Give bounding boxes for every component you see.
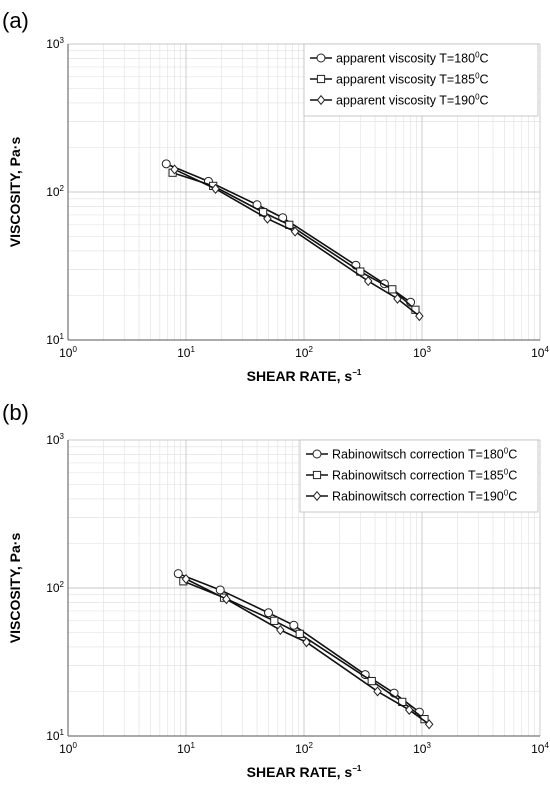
legend: apparent viscosity T=1800C apparent visco… <box>303 43 539 117</box>
data-point <box>263 608 273 618</box>
series-diamond <box>181 573 434 730</box>
legend-label: Rabinowitsch correction T=1850C <box>332 468 517 483</box>
data-point <box>373 686 382 697</box>
data-point <box>363 276 373 287</box>
x-tick-label: 100 <box>59 345 77 360</box>
data-point <box>215 585 225 595</box>
series-line <box>172 171 416 311</box>
data-point <box>290 226 300 237</box>
series-square <box>168 168 420 314</box>
data-point <box>289 620 299 630</box>
data-point <box>388 285 397 294</box>
y-tick-label: 101 <box>46 728 64 743</box>
series-circle <box>161 159 416 307</box>
data-point <box>161 159 171 169</box>
data-point <box>173 569 183 579</box>
data-point <box>415 311 424 322</box>
x-tick-label: 100 <box>59 741 77 756</box>
data-point <box>276 624 285 636</box>
data-point <box>405 704 414 716</box>
legend-marker-circle <box>312 449 322 459</box>
data-point <box>393 293 402 304</box>
legend-label: Rabinowitsch correction T=1800C <box>332 447 517 462</box>
data-point <box>181 573 191 585</box>
y-axis-title: VISCOSITY, Pa·s <box>7 137 23 248</box>
data-point <box>424 719 434 730</box>
data-point <box>270 616 279 625</box>
data-point <box>211 183 220 194</box>
data-point <box>295 629 304 638</box>
x-axis-title: SHEAR RATE, s−1 <box>247 368 362 384</box>
x-tick-label: 102 <box>295 345 313 360</box>
data-point <box>367 676 376 686</box>
series-line <box>165 163 412 303</box>
y-axis-title: VISCOSITY, Pa·s <box>7 533 23 644</box>
legend-marker-square <box>316 74 326 84</box>
legend-marker-square <box>312 470 322 480</box>
x-tick-label: 101 <box>177 345 195 360</box>
x-tick-label: 102 <box>295 741 313 756</box>
data-point <box>263 213 272 224</box>
y-tick-label: 103 <box>46 36 64 51</box>
legend-label: apparent viscosity T=1850C <box>336 72 489 87</box>
legend-marker-circle <box>316 53 326 63</box>
panel-label: (b) <box>2 400 29 425</box>
legend-marker-diamond <box>312 490 322 502</box>
legend-marker-diamond <box>316 94 326 106</box>
x-tick-label: 104 <box>531 741 549 756</box>
x-tick-label: 104 <box>531 345 549 360</box>
series-line <box>174 168 420 317</box>
y-tick-label: 103 <box>46 432 64 447</box>
legend-label: apparent viscosity T=1800C <box>336 51 489 66</box>
legend-label: Rabinowitsch correction T=1900C <box>332 489 517 504</box>
series-diamond <box>170 164 424 322</box>
y-tick-label: 102 <box>46 580 64 595</box>
legend-box <box>299 439 539 513</box>
legend-label: apparent viscosity T=1900C <box>336 93 489 108</box>
data-point <box>302 637 311 648</box>
legend-box <box>303 43 539 117</box>
x-tick-label: 103 <box>413 345 431 360</box>
y-tick-label: 102 <box>46 184 64 199</box>
x-axis-title: SHEAR RATE, s−1 <box>247 764 362 780</box>
x-tick-label: 103 <box>413 741 431 756</box>
y-tick-label: 101 <box>46 332 64 347</box>
panel-label: (a) <box>2 8 29 33</box>
legend: Rabinowitsch correction T=1800C Rabinowit… <box>299 439 539 513</box>
data-point <box>222 594 231 605</box>
data-point <box>170 164 179 175</box>
x-tick-label: 101 <box>177 741 195 756</box>
